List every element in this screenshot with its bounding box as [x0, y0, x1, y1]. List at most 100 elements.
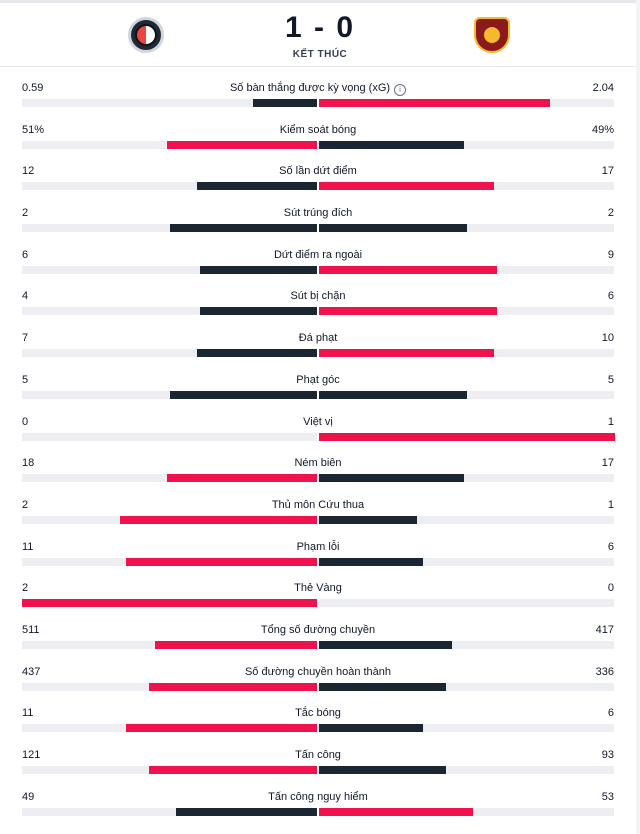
stat-row: 5 Phạt góc 5: [0, 372, 640, 414]
away-value: 417: [595, 623, 614, 636]
stat-bar-track: [22, 639, 614, 650]
stat-label: Ném biên: [0, 457, 636, 469]
stat-label-text: Việt vị: [303, 415, 333, 428]
stat-label-text: Tắc bóng: [295, 707, 341, 720]
stat-label-text: Sút trúng đích: [283, 207, 353, 220]
feyenoord-emblem-icon: [135, 24, 157, 46]
stat-bar-track: [22, 139, 614, 150]
home-value: 7: [22, 332, 29, 345]
stat-label-text: Đá phạt: [298, 332, 338, 345]
stat-bar-track: [22, 723, 614, 734]
home-value: 0.59: [22, 82, 44, 94]
away-value: 17: [601, 457, 614, 470]
away-bar: [319, 390, 467, 399]
away-value: 2: [607, 207, 614, 220]
stat-label-text: Tấn công nguy hiểm: [268, 790, 368, 803]
away-bar: [319, 307, 497, 316]
stat-label: Thủ môn Cứu thua: [0, 499, 636, 511]
away-team-crest-icon[interactable]: [474, 17, 510, 53]
away-bar: [319, 807, 473, 816]
stat-row: 511 Tổng số đường chuyền 417: [0, 622, 640, 664]
stat-row: 2 Sút trúng đích 2: [0, 205, 640, 247]
match-status: KẾT THÚC: [292, 49, 348, 60]
home-value: 511: [22, 623, 40, 636]
home-bar: [155, 640, 318, 649]
home-value: 51%: [22, 123, 45, 136]
stat-label: Tấn công nguy hiểm: [0, 791, 636, 803]
stat-label-text: Số lần dứt điểm: [279, 165, 357, 178]
stat-bar-track: [22, 98, 614, 108]
stat-row: 0 Việt vị 1: [0, 414, 640, 456]
away-value: 1: [607, 415, 614, 428]
away-value: 53: [601, 790, 614, 803]
stats-list: 0.59 Số bàn thắng được kỳ vọng (xG) i 2.04 5…: [0, 80, 640, 830]
stat-label-text: Dứt điểm ra ngoài: [273, 248, 363, 261]
bar-center-divider: [317, 431, 319, 442]
stat-bar-track: [22, 348, 614, 359]
top-border: [0, 0, 640, 3]
stat-label: Số bàn thắng được kỳ vọng (xG) i: [0, 82, 636, 96]
bar-center-divider: [317, 223, 319, 234]
stat-bar-track: [22, 264, 614, 275]
scrollbar[interactable]: [636, 0, 640, 834]
home-bar: [149, 682, 318, 691]
home-value: 2: [22, 582, 29, 595]
home-bar: [176, 807, 318, 816]
bar-center-divider: [317, 264, 319, 275]
bar-center-divider: [317, 598, 319, 609]
stat-label-text: Tấn công: [295, 749, 341, 761]
home-bar: [197, 349, 318, 358]
stat-bar-track: [22, 181, 614, 192]
bar-center-divider: [317, 723, 319, 734]
stat-row: 51% Kiểm soát bóng 49%: [0, 122, 640, 164]
stat-label: Tấn công: [0, 749, 636, 761]
stat-label: Phạm lỗi: [0, 541, 636, 553]
home-bar: [170, 224, 318, 233]
away-bar: [319, 349, 494, 358]
home-bar: [126, 724, 318, 733]
header-divider: [0, 66, 640, 67]
home-value: 437: [22, 665, 41, 678]
away-value: 2.04: [592, 82, 614, 94]
away-value: 17: [601, 165, 614, 178]
home-bar: [126, 557, 318, 566]
stat-row: 4 Sút bị chặn 6: [0, 288, 640, 330]
bar-center-divider: [317, 473, 319, 484]
away-bar: [319, 682, 446, 691]
stat-label-text: Ném biên: [294, 457, 342, 470]
away-value: 49%: [591, 123, 614, 136]
stat-bar-track: [22, 514, 614, 525]
away-bar: [319, 640, 452, 649]
away-bar: [319, 140, 464, 149]
stat-label-text: Kiểm soát bóng: [279, 123, 357, 136]
stat-row: 11 Phạm lỗi 6: [0, 539, 640, 581]
stat-row: 437 Số đường chuyền hoàn thành 336: [0, 664, 640, 706]
home-bar: [22, 599, 318, 608]
stat-bar-track: [22, 681, 614, 692]
stat-bar-track: [22, 223, 614, 234]
stat-label: Sút trúng đích: [0, 207, 636, 219]
home-bar: [170, 390, 318, 399]
away-value: 0: [607, 582, 614, 595]
bar-center-divider: [317, 306, 319, 317]
bar-center-divider: [317, 556, 319, 567]
home-bar: [149, 766, 318, 774]
info-icon[interactable]: i: [394, 84, 407, 96]
away-bar: [319, 182, 494, 191]
away-bar: [319, 724, 423, 733]
away-value: 336: [595, 665, 614, 678]
home-team-crest-icon[interactable]: [128, 17, 164, 53]
home-value: 49: [22, 790, 35, 803]
away-value: 6: [607, 540, 614, 553]
away-bar: [319, 515, 417, 524]
home-bar: [253, 99, 318, 107]
away-value: 9: [607, 248, 614, 261]
stat-label-text: Phạm lỗi: [296, 540, 340, 553]
away-value: 93: [601, 749, 614, 761]
stat-bar-track: [22, 806, 614, 817]
stat-row: 7 Đá phạt 10: [0, 330, 640, 372]
stat-label: Tổng số đường chuyền: [0, 624, 636, 636]
home-value: 12: [22, 165, 35, 178]
stat-label-text: Thủ môn Cứu thua: [271, 498, 365, 511]
bar-center-divider: [317, 348, 319, 359]
